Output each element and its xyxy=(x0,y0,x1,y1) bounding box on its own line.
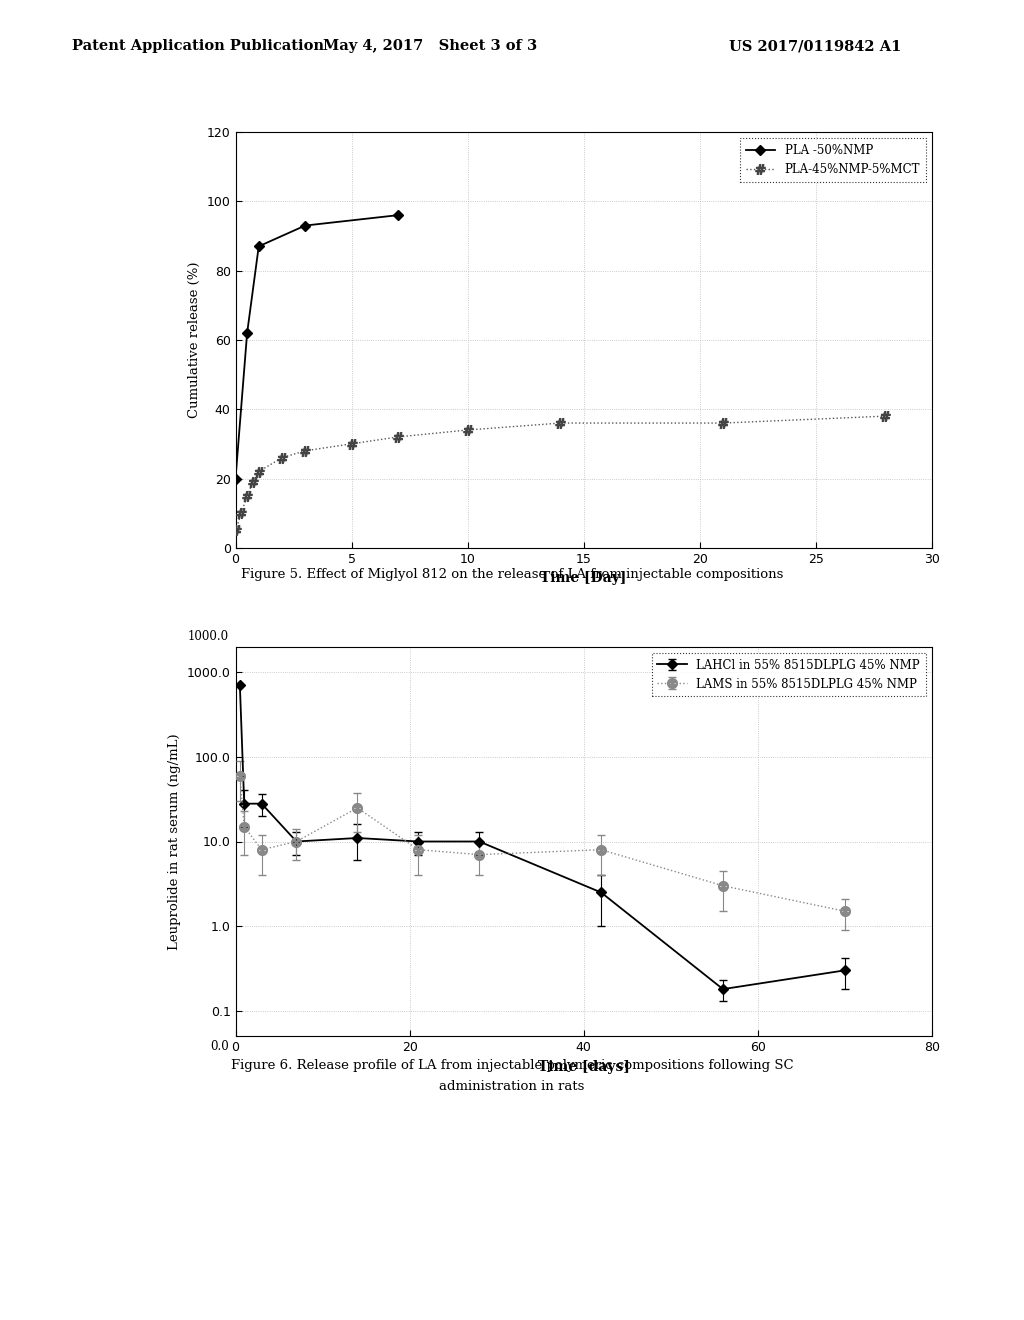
X-axis label: Time [Day]: Time [Day] xyxy=(541,572,627,585)
PLA-45%NMP-5%MCT xyxy=(299,444,311,459)
PLA-45%NMP-5%MCT xyxy=(229,523,242,539)
PLA -50%NMP xyxy=(392,207,404,223)
Text: May 4, 2017   Sheet 3 of 3: May 4, 2017 Sheet 3 of 3 xyxy=(323,40,538,53)
PLA -50%NMP xyxy=(299,218,311,234)
PLA-45%NMP-5%MCT xyxy=(236,506,248,521)
Text: 1000.0: 1000.0 xyxy=(187,630,228,643)
PLA-45%NMP-5%MCT xyxy=(275,450,288,466)
PLA -50%NMP xyxy=(253,239,265,255)
Text: Patent Application Publication: Patent Application Publication xyxy=(72,40,324,53)
PLA-45%NMP-5%MCT xyxy=(247,474,259,490)
PLA -50%NMP xyxy=(241,325,253,341)
Text: US 2017/0119842 A1: US 2017/0119842 A1 xyxy=(729,40,901,53)
Text: Figure 6. Release profile of LA from injectable polymeric compositions following: Figure 6. Release profile of LA from inj… xyxy=(230,1059,794,1072)
PLA-45%NMP-5%MCT xyxy=(717,416,729,432)
PLA-45%NMP-5%MCT xyxy=(241,488,253,504)
Line: PLA -50%NMP: PLA -50%NMP xyxy=(232,211,401,482)
X-axis label: Time [days]: Time [days] xyxy=(538,1060,630,1073)
Text: administration in rats: administration in rats xyxy=(439,1080,585,1093)
PLA-45%NMP-5%MCT xyxy=(462,422,474,438)
PLA-45%NMP-5%MCT xyxy=(345,436,357,451)
Legend: LAHCl in 55% 8515DLPLG 45% NMP, LAMS in 55% 8515DLPLG 45% NMP: LAHCl in 55% 8515DLPLG 45% NMP, LAMS in … xyxy=(651,652,926,697)
Y-axis label: Leuprolide in rat serum (ng/mL): Leuprolide in rat serum (ng/mL) xyxy=(168,733,181,950)
PLA-45%NMP-5%MCT xyxy=(880,408,892,424)
PLA -50%NMP xyxy=(229,471,242,487)
Text: 0.0: 0.0 xyxy=(210,1040,228,1053)
Legend: PLA -50%NMP, PLA-45%NMP-5%MCT: PLA -50%NMP, PLA-45%NMP-5%MCT xyxy=(739,137,926,182)
Y-axis label: Cumulative release (%): Cumulative release (%) xyxy=(188,261,202,418)
Text: Figure 5. Effect of Miglyol 812 on the release of LA from injectable composition: Figure 5. Effect of Miglyol 812 on the r… xyxy=(241,568,783,581)
PLA-45%NMP-5%MCT xyxy=(554,416,566,432)
PLA-45%NMP-5%MCT xyxy=(392,429,404,445)
PLA-45%NMP-5%MCT xyxy=(253,463,265,479)
Line: PLA-45%NMP-5%MCT: PLA-45%NMP-5%MCT xyxy=(230,412,890,536)
